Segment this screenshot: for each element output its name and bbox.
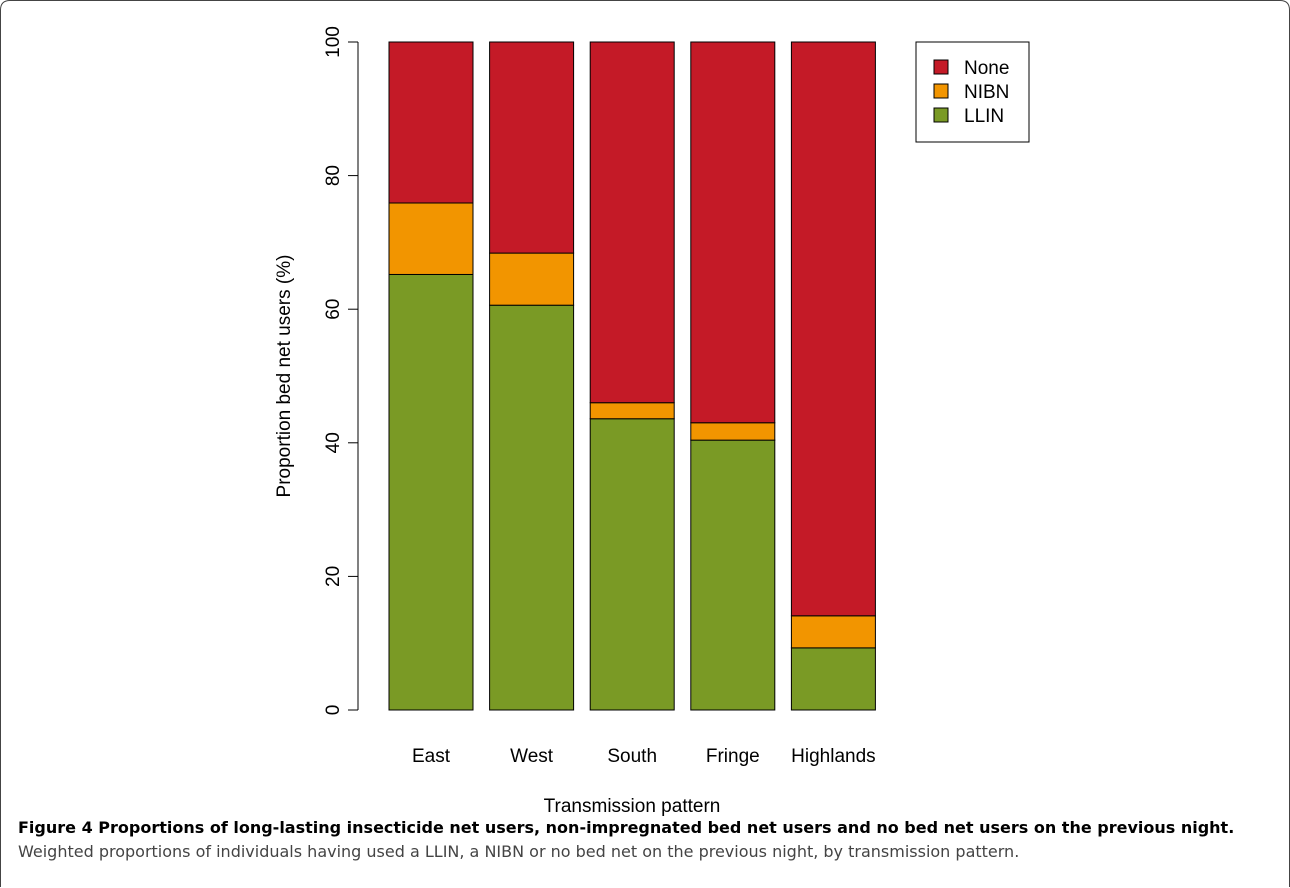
bar-segment — [388, 202, 474, 275]
caption-text: Weighted proportions of individuals havi… — [18, 842, 1020, 861]
y-tick-label: 20 — [323, 566, 344, 587]
bar-segment — [690, 41, 776, 424]
caption-title: Figure 4 Proportions of long-lasting ins… — [18, 818, 1235, 837]
bar-segment — [388, 41, 474, 204]
y-tick-label: 40 — [323, 432, 344, 453]
y-axis-title: Proportion bed net users (%) — [274, 255, 295, 498]
y-tick-label: 80 — [323, 165, 344, 186]
legend-swatch — [933, 59, 949, 75]
legend-swatch — [933, 83, 949, 99]
bar-segment — [489, 41, 575, 254]
legend-swatch — [933, 107, 949, 123]
x-tick-label: Highlands — [791, 746, 876, 767]
x-axis-title: Transmission pattern — [544, 796, 721, 817]
bar-segment — [388, 273, 474, 711]
bar-segment — [790, 615, 876, 649]
x-tick-label: Fringe — [706, 746, 760, 767]
x-tick-label: South — [607, 746, 657, 767]
y-tick-label: 60 — [323, 299, 344, 320]
bar-segment — [690, 422, 776, 441]
x-tick-label: East — [412, 746, 451, 767]
bar-segment — [790, 647, 876, 711]
legend-label: NIBN — [964, 82, 1009, 103]
y-tick-label: 0 — [323, 705, 344, 716]
bar-segment — [790, 41, 876, 617]
x-tick-label: West — [510, 746, 554, 767]
y-tick-label: 100 — [323, 26, 344, 58]
bar-segment — [489, 252, 575, 306]
bar-segment — [489, 304, 575, 711]
bar-segment — [589, 41, 675, 404]
bar-segment — [589, 418, 675, 711]
bar-segment — [589, 402, 675, 420]
legend-label: None — [964, 58, 1009, 79]
legend-label: LLIN — [964, 106, 1004, 127]
bar-segment — [690, 439, 776, 711]
